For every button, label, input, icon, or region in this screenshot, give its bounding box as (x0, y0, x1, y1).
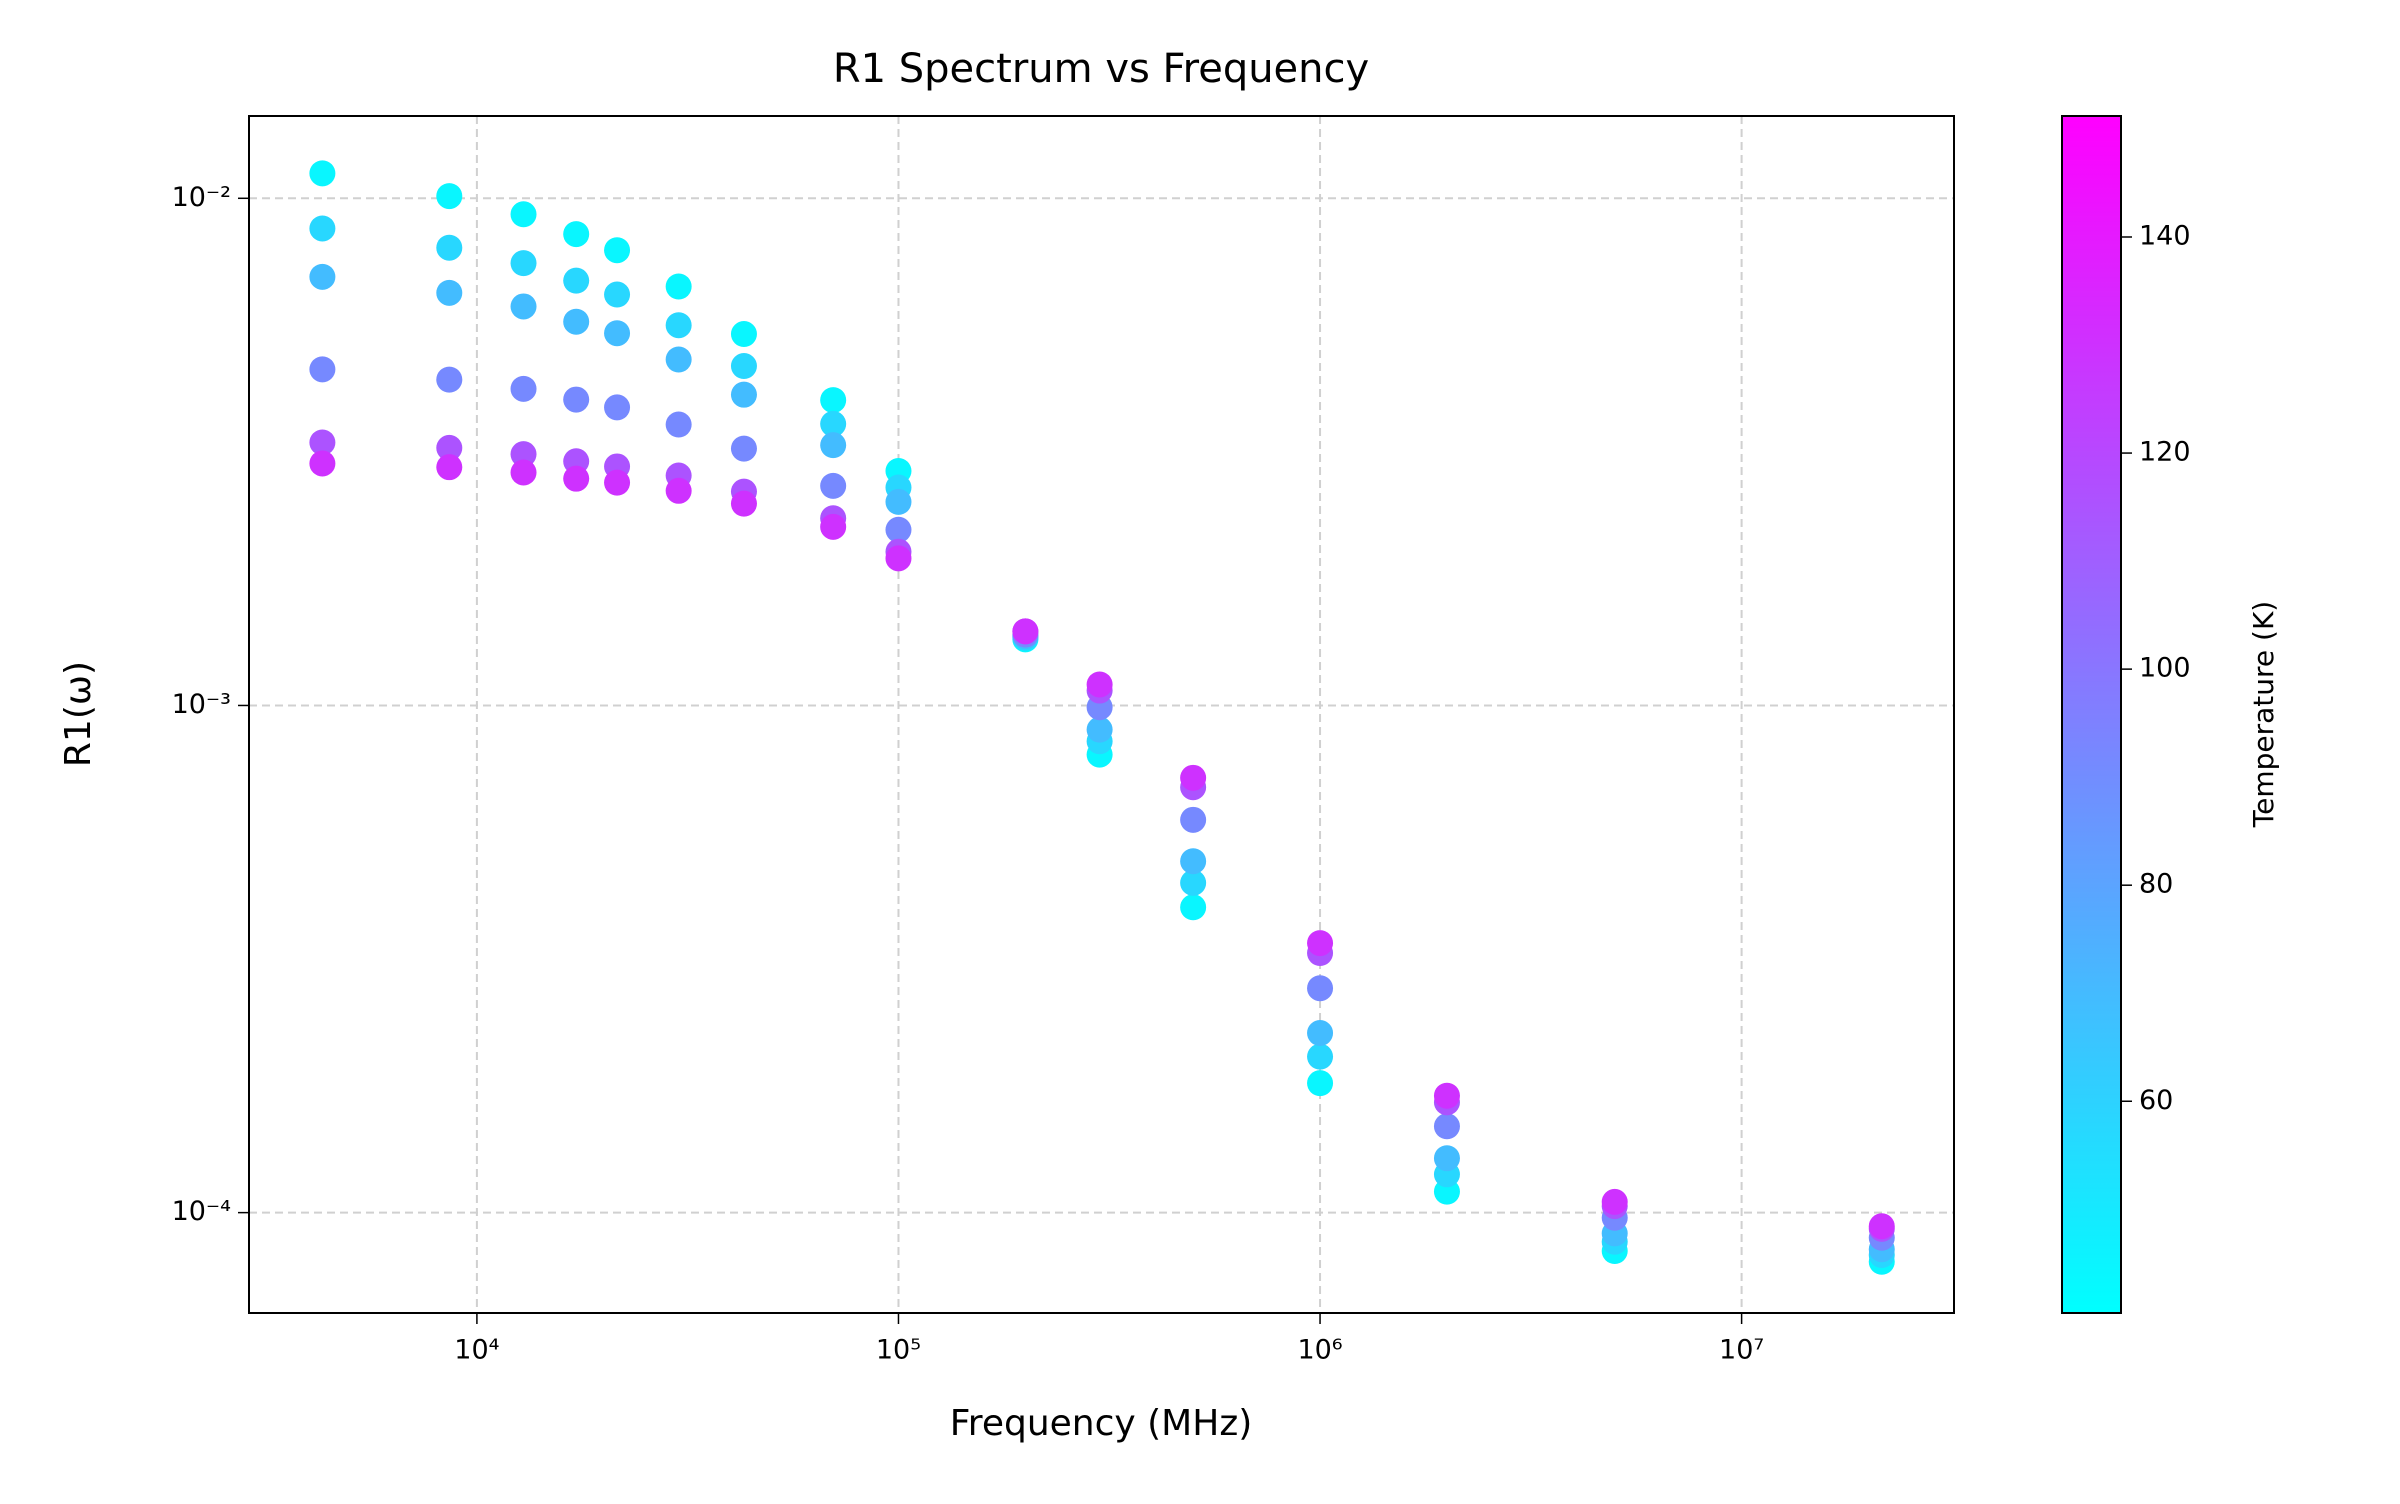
point (730, 353, 757, 380)
point (436, 279, 463, 306)
point (1601, 1188, 1628, 1215)
point (309, 215, 336, 242)
y-tick-label: 10⁻² (172, 182, 231, 213)
point (1307, 1043, 1334, 1070)
point (563, 267, 590, 294)
point (665, 346, 692, 373)
point (665, 312, 692, 339)
point (604, 281, 631, 308)
data-points (309, 160, 1895, 1275)
point (309, 429, 336, 456)
point (1307, 975, 1334, 1002)
point (436, 234, 463, 261)
point (730, 381, 757, 408)
point (820, 513, 847, 540)
point (1086, 671, 1113, 698)
point (510, 375, 537, 402)
point (510, 250, 537, 277)
point (1433, 1113, 1460, 1140)
point (1086, 716, 1113, 743)
point (510, 459, 537, 486)
point (436, 366, 463, 393)
point (604, 320, 631, 347)
colorbar (2061, 115, 2122, 1314)
point (604, 394, 631, 421)
point (1180, 764, 1207, 791)
point (604, 469, 631, 496)
point (665, 273, 692, 300)
point (309, 263, 336, 290)
colorbar-tick-label: 100 (2139, 653, 2191, 684)
point (885, 516, 912, 543)
colorbar-tick-label: 140 (2139, 220, 2191, 251)
point (563, 386, 590, 413)
plot-frame (248, 115, 1955, 1314)
y-tick-label: 10⁻⁴ (172, 1196, 231, 1227)
point (1180, 869, 1207, 896)
x-tick-label: 10⁵ (876, 1335, 921, 1366)
point (820, 472, 847, 499)
point (436, 454, 463, 481)
point (309, 450, 336, 477)
point (309, 356, 336, 383)
chart-title: R1 Spectrum vs Frequency (833, 46, 1369, 92)
point (436, 183, 463, 210)
point (885, 545, 912, 572)
point (436, 434, 463, 461)
point (1180, 806, 1207, 833)
point (563, 308, 590, 335)
colorbar-tick-label: 80 (2139, 869, 2173, 900)
y-axis-label: R1(ω) (58, 661, 99, 767)
point (1307, 1020, 1334, 1047)
colorbar-label: Temperature (K) (2247, 601, 2280, 828)
colorbar-tick-label: 120 (2139, 437, 2191, 468)
point (510, 441, 537, 468)
point (1012, 618, 1039, 645)
x-tick-label: 10⁴ (454, 1335, 499, 1366)
point (730, 321, 757, 348)
point (604, 237, 631, 264)
point (510, 293, 537, 320)
point (665, 411, 692, 438)
point (510, 201, 537, 228)
point (1307, 930, 1334, 957)
point (820, 432, 847, 459)
colorbar-tick-label: 60 (2139, 1085, 2173, 1116)
y-tick-label: 10⁻³ (172, 689, 231, 720)
point (1868, 1213, 1895, 1240)
point (730, 490, 757, 517)
point (885, 488, 912, 515)
point (1433, 1082, 1460, 1109)
x-tick-label: 10⁷ (1719, 1335, 1764, 1366)
point (820, 410, 847, 437)
point (820, 387, 847, 414)
point (665, 477, 692, 504)
point (1180, 894, 1207, 921)
x-axis-label: Frequency (MHz) (950, 1403, 1253, 1444)
point (563, 465, 590, 492)
point (1180, 848, 1207, 875)
x-tick-label: 10⁶ (1297, 1335, 1342, 1366)
point (309, 160, 336, 187)
point (1307, 1070, 1334, 1097)
point (563, 221, 590, 248)
point (1433, 1145, 1460, 1172)
point (730, 435, 757, 462)
